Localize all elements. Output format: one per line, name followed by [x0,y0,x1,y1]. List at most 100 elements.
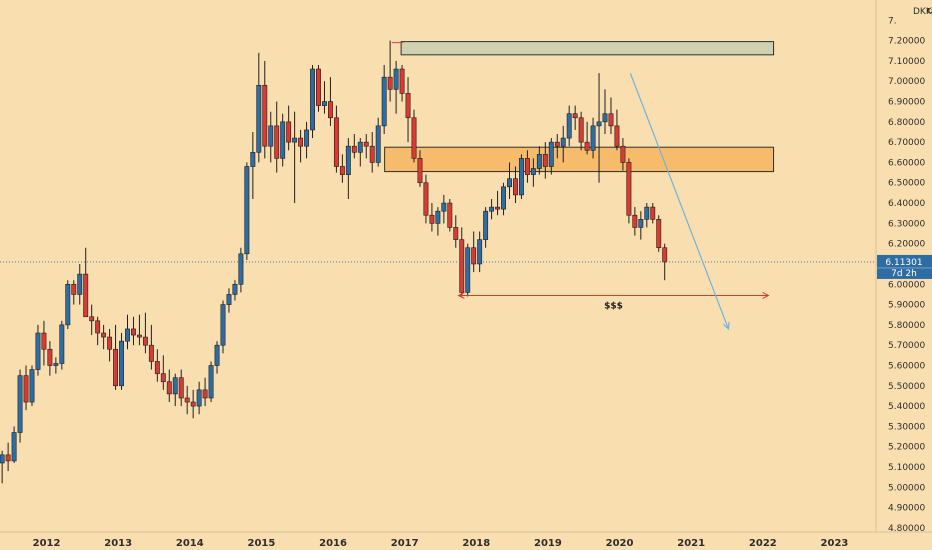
price-zone [384,146,775,173]
currency-label[interactable]: 7. DKK ↻ [888,7,932,26]
candle-body [298,137,304,147]
candle-body [602,113,608,123]
y-tick-label: 5.70000 [888,341,925,351]
y-tick-label: 5.80000 [888,321,925,331]
x-tick-label: 2015 [248,538,276,549]
candle-body [29,369,35,403]
x-tick-label: 2013 [104,538,132,549]
y-tick-label: 7.20000 [888,37,925,47]
candle-body [0,454,5,464]
candle-body [501,186,506,210]
candle-body [644,206,650,220]
candle-body [142,336,148,346]
candle-body [524,158,530,175]
last-price-badge: 6.11301 7d 2h [877,254,932,279]
candle-body [429,214,435,224]
candle-body [196,389,202,407]
candle-body [393,68,399,90]
candle-body [148,344,154,362]
candle-body [304,129,310,147]
candle-body [41,332,47,350]
candle-body [387,76,393,90]
candle-body [89,316,95,322]
candle-body [447,202,453,228]
candle-body [357,141,363,153]
candle-body [626,162,632,216]
x-tick-label: 2019 [534,538,562,549]
candle-body [101,332,107,338]
y-tick-label: 4.80000 [888,524,925,534]
candle-body [375,125,381,163]
candle-body [548,141,554,167]
price-zone [400,41,775,56]
x-tick-label: 2017 [391,538,419,549]
candle-body [286,121,292,143]
trend-arrowhead [722,321,730,331]
y-tick-label: 5.20000 [888,443,925,453]
candle-body [59,324,65,364]
candle-body [453,227,459,240]
candle-body [154,361,160,374]
candle-body [232,283,238,295]
y-tick-label: 6.30000 [888,219,925,229]
candle-body [131,328,136,336]
candle-body [23,375,29,403]
candle-body [244,166,250,255]
last-price: 6.11301 [885,258,922,268]
y-tick-label: 5.60000 [888,361,925,371]
candle-body [435,210,441,224]
x-tick-label: 2020 [606,538,634,549]
candle-body [530,168,536,175]
y-tick-label: 5.50000 [888,382,925,392]
candle-body [71,283,77,295]
y-tick-label: 6.70000 [888,138,925,148]
candle-body [322,101,327,106]
candle-body [95,320,101,334]
y-tick-label: 5.10000 [888,463,925,473]
candle-body [262,84,268,147]
y-tick-label: 5.30000 [888,422,925,432]
candle-layer [0,40,668,484]
candle-body [107,336,113,350]
candle-body [178,377,184,399]
y-tick-label: 5.40000 [888,402,925,412]
candle-body [172,377,178,395]
candle-body [369,145,375,163]
candle-body [160,373,166,383]
refresh-icon[interactable]: ↻ [926,7,932,17]
candle-body [662,247,668,263]
candle-body [596,121,602,127]
candle-body [35,332,41,370]
candle-body [77,273,83,295]
candle-body [536,154,542,169]
candle-body [83,273,89,318]
overlay-layer: $$$ [0,42,876,331]
candle-body [310,68,315,131]
candle-body [220,304,226,346]
candle-body [620,145,626,163]
candle-body [542,154,548,167]
candle-body [518,158,524,196]
candle-body [471,247,477,265]
candle-body [381,76,387,127]
candle-body [47,348,53,366]
candle-body [256,84,262,153]
candle-body [136,334,142,338]
y-tick-label: 4.90000 [888,504,925,514]
candle-body [274,125,280,159]
candle-body [614,125,620,147]
x-tick-label: 2012 [33,538,61,549]
candle-body [489,206,495,212]
candle-body [483,210,489,240]
candle-body [560,137,566,147]
candle-body [584,141,590,151]
candle-body [566,113,572,139]
candle-body [363,141,369,147]
candle-body [65,283,71,326]
candle-body [578,117,584,143]
y-tick-label: 7.10000 [888,57,925,67]
candle-body [327,101,333,119]
y-tick-label: 6.50000 [888,179,925,189]
y-tick-label: 6.40000 [888,199,925,209]
